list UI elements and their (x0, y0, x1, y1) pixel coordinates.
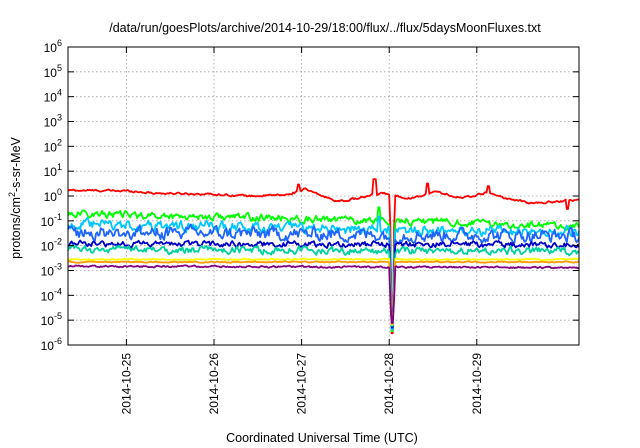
series-line (67, 257, 580, 326)
y-tick-label: 10-5 (41, 311, 62, 328)
y-tick-label: 10-6 (41, 336, 62, 353)
y-tick-label: 102 (44, 137, 62, 154)
series-line (67, 178, 580, 335)
x-tick-label: 2014-10-27 (295, 353, 309, 415)
x-tick-label: 2014-10-26 (207, 353, 221, 415)
y-tick-label: 10-2 (41, 237, 62, 254)
y-tick-label: 10-3 (41, 262, 62, 279)
x-tick-labels: 2014-10-25 2014-10-26 2014-10-27 2014-10-28… (119, 353, 483, 415)
series-line (67, 223, 580, 330)
axis-ticks (68, 46, 579, 346)
series-line (67, 264, 580, 324)
y-tick-label: 106 (44, 38, 62, 55)
y-tick-labels: 10-6 10-5 10-4 10-3 10-2 10-1 100 101 102 103 104 1… (41, 38, 62, 353)
gridlines (68, 47, 579, 345)
y-tick-label: 10-1 (41, 212, 62, 229)
series-line (67, 244, 580, 327)
y-tick-label: 103 (44, 113, 62, 130)
y-tick-label: 101 (44, 162, 62, 179)
data-series (67, 178, 580, 335)
y-axis-label-superscript: 2 (7, 192, 17, 197)
series-line (67, 260, 580, 325)
y-axis-label: protons/cm2-s-sr-MeV (7, 136, 23, 258)
x-tick-label: 2014-10-28 (382, 353, 396, 415)
x-axis-label: Coordinated Universal Time (UTC) (226, 431, 418, 445)
y-tick-label: 100 (44, 187, 62, 204)
x-tick-label: 2014-10-29 (470, 353, 484, 415)
series-line (67, 239, 580, 328)
x-tick-label: 2014-10-25 (119, 353, 133, 415)
y-tick-label: 105 (44, 63, 62, 80)
y-tick-label: 104 (44, 88, 62, 105)
chart-title: /data/run/goesPlots/archive/2014-10-29/1… (109, 21, 541, 35)
series-line (67, 206, 580, 333)
y-tick-label: 10-4 (41, 286, 62, 303)
